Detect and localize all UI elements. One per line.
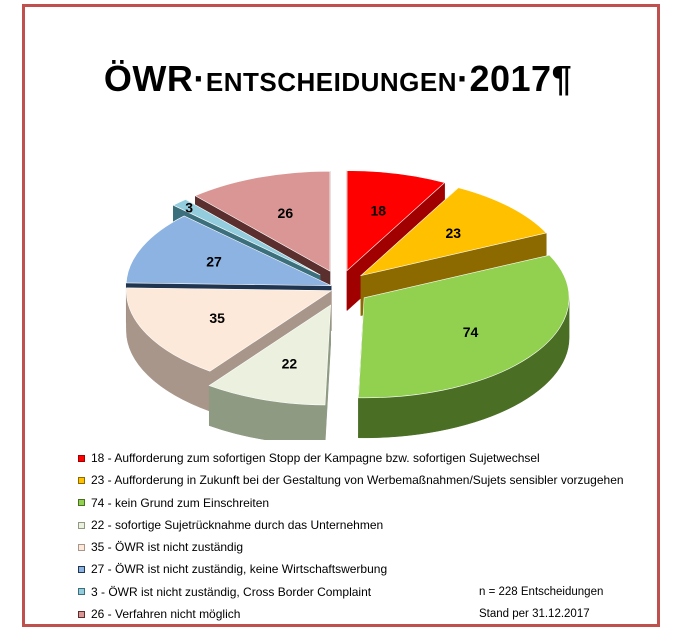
legend: 18 - Aufforderung zum sofortigen Stopp d… bbox=[78, 447, 624, 625]
pie-slice-74 bbox=[358, 254, 570, 439]
pie-chart: 18 23 74 22 35 27 3 26 bbox=[125, 170, 570, 440]
slice-value-label: 27 bbox=[206, 254, 222, 270]
slice-value-label: 23 bbox=[445, 225, 461, 241]
legend-label: 18 - Aufforderung zum sofortigen Stopp d… bbox=[91, 451, 540, 465]
legend-swatch bbox=[78, 543, 85, 551]
legend-swatch bbox=[78, 588, 85, 596]
pie-slice-22 bbox=[208, 304, 331, 440]
date-note: Stand per 31.12.2017 bbox=[479, 608, 590, 620]
legend-item: 22 - sofortige Sujetrücknahme durch das … bbox=[78, 514, 624, 536]
legend-label: 22 - sofortige Sujetrücknahme durch das … bbox=[91, 517, 384, 532]
legend-item: 74 - kein Grund zum Einschreiten bbox=[78, 492, 624, 514]
legend-label: 3 - ÖWR ist nicht zuständig, Cross Borde… bbox=[91, 584, 372, 599]
legend-swatch bbox=[78, 454, 85, 462]
legend-item: 35 - ÖWR ist nicht zuständig bbox=[78, 536, 624, 558]
slice-value-label: 26 bbox=[278, 205, 294, 221]
slice-value-label: 35 bbox=[209, 310, 225, 326]
legend-label: 35 - ÖWR ist nicht zuständig bbox=[91, 540, 244, 555]
legend-item: 3 - ÖWR ist nicht zuständig, Cross Borde… bbox=[78, 581, 624, 603]
legend-swatch bbox=[78, 566, 85, 574]
legend-swatch bbox=[78, 610, 85, 618]
legend-label: 23 - Aufforderung in Zukunft bei der Ges… bbox=[91, 473, 624, 488]
total-note: n = 228 Entscheidungen bbox=[479, 586, 604, 598]
legend-item: 26 - Verfahren nicht möglich bbox=[78, 603, 624, 625]
slice-value-label: 22 bbox=[282, 356, 298, 372]
chart-title: ÖWR·Entscheidungen·2017¶ bbox=[103, 58, 573, 99]
legend-label: 27 - ÖWR ist nicht zuständig, keine Wirt… bbox=[91, 562, 388, 577]
legend-swatch bbox=[78, 521, 85, 529]
slice-value-label: 3 bbox=[185, 199, 193, 215]
legend-swatch bbox=[78, 476, 85, 484]
legend-label: 26 - Verfahren nicht möglich bbox=[91, 607, 241, 622]
legend-item: 18 - Aufforderung zum sofortigen Stopp d… bbox=[78, 447, 624, 469]
slice-value-label: 74 bbox=[463, 324, 479, 340]
legend-label: 74 - kein Grund zum Einschreiten bbox=[91, 495, 270, 510]
legend-item: 23 - Aufforderung in Zukunft bei der Ges… bbox=[78, 469, 624, 491]
legend-swatch bbox=[78, 499, 85, 507]
slice-value-label: 18 bbox=[370, 202, 386, 218]
legend-item: 27 - ÖWR ist nicht zuständig, keine Wirt… bbox=[78, 558, 624, 580]
